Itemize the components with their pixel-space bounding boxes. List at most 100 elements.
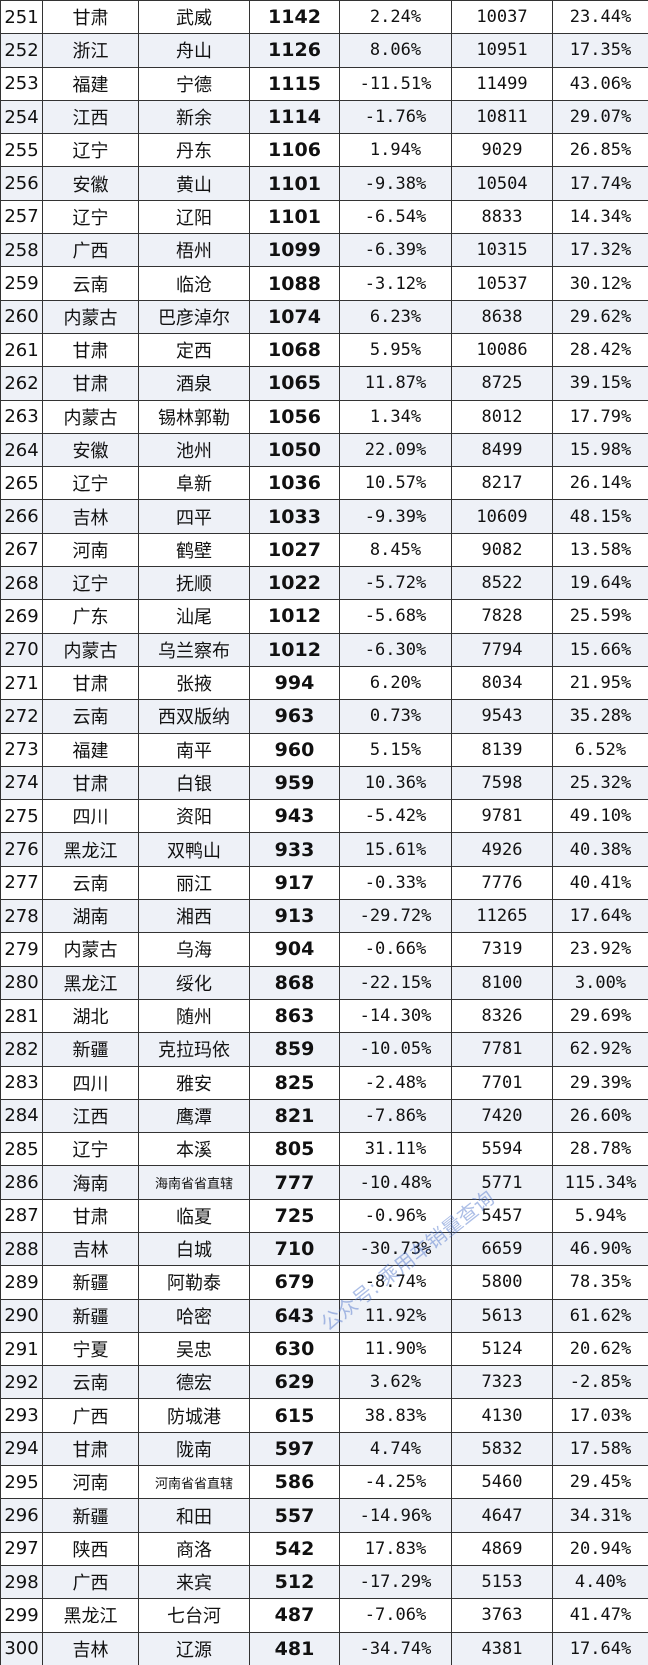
city-cell: 随州 (138, 998, 250, 1034)
city-cell: 武威 (138, 0, 250, 35)
table-row: 277 云南 丽江 917 -0.33% 7776 40.41% (0, 865, 648, 901)
growth-cell: -5.68% (339, 599, 452, 634)
sales-cell: 1027 (249, 532, 340, 568)
sales-cell: 1101 (249, 199, 340, 235)
growth-cell: -0.66% (339, 932, 452, 967)
rank-cell: 254 (0, 99, 43, 135)
province-cell: 甘肃 (42, 366, 139, 401)
base-cell: 8326 (451, 998, 553, 1034)
base-cell: 9781 (451, 799, 553, 834)
growth-cell: -17.29% (339, 1564, 452, 1600)
sales-cell: 597 (249, 1431, 340, 1467)
base-cell: 11499 (451, 66, 553, 101)
province-cell: 河南 (42, 532, 139, 568)
sales-cell: 586 (249, 1465, 340, 1500)
sales-cell: 679 (249, 1265, 340, 1300)
city-cell: 抚顺 (138, 566, 250, 601)
province-cell: 内蒙古 (42, 932, 139, 967)
table-row: 287 甘肃 临夏 725 -0.96% 5457 5.94% (0, 1198, 648, 1233)
share-cell: 62.92% (552, 1032, 648, 1067)
city-cell: 河南省省直辖 (138, 1465, 250, 1500)
rank-cell: 282 (0, 1032, 43, 1067)
growth-cell: -6.54% (339, 199, 452, 235)
city-cell: 舟山 (138, 33, 250, 68)
share-cell: 15.66% (552, 632, 648, 667)
province-cell: 广东 (42, 599, 139, 634)
base-cell: 7319 (451, 932, 553, 967)
share-cell: 29.39% (552, 1065, 648, 1100)
share-cell: 34.31% (552, 1498, 648, 1533)
share-cell: 115.34% (552, 1165, 648, 1200)
city-cell: 白银 (138, 765, 250, 801)
sales-cell: 933 (249, 832, 340, 867)
base-cell: 5153 (451, 1564, 553, 1600)
share-cell: 23.92% (552, 932, 648, 967)
share-cell: 4.40% (552, 1564, 648, 1600)
share-cell: 61.62% (552, 1298, 648, 1333)
base-cell: 4130 (451, 1398, 553, 1433)
province-cell: 甘肃 (42, 332, 139, 368)
base-cell: 10537 (451, 266, 553, 301)
province-cell: 内蒙古 (42, 299, 139, 334)
sales-cell: 821 (249, 1098, 340, 1134)
share-cell: 43.06% (552, 66, 648, 101)
growth-cell: 0.73% (339, 699, 452, 734)
rank-cell: 258 (0, 233, 43, 268)
table-row: 270 内蒙古 乌兰察布 1012 -6.30% 7794 15.66% (0, 632, 648, 667)
city-cell: 临沧 (138, 266, 250, 301)
growth-cell: -6.39% (339, 233, 452, 268)
growth-cell: -7.86% (339, 1098, 452, 1134)
city-cell: 雅安 (138, 1065, 250, 1100)
share-cell: 17.64% (552, 1631, 648, 1665)
city-cell: 张掖 (138, 665, 250, 701)
table-row: 258 广西 梧州 1099 -6.39% 10315 17.32% (0, 233, 648, 268)
province-cell: 广西 (42, 1564, 139, 1600)
growth-cell: -10.05% (339, 1032, 452, 1067)
table-row: 296 新疆 和田 557 -14.96% 4647 34.31% (0, 1498, 648, 1533)
province-cell: 云南 (42, 865, 139, 901)
city-cell: 海南省省直辖 (138, 1165, 250, 1200)
table-row: 290 新疆 哈密 643 11.92% 5613 61.62% (0, 1298, 648, 1333)
rank-cell: 265 (0, 466, 43, 501)
province-cell: 江西 (42, 99, 139, 135)
province-cell: 内蒙古 (42, 399, 139, 434)
city-cell: 临夏 (138, 1198, 250, 1233)
table-row: 283 四川 雅安 825 -2.48% 7701 29.39% (0, 1065, 648, 1100)
base-cell: 4381 (451, 1631, 553, 1665)
share-cell: 17.03% (552, 1398, 648, 1433)
city-cell: 辽源 (138, 1631, 250, 1665)
table-row: 297 陕西 商洛 542 17.83% 4869 20.94% (0, 1531, 648, 1566)
table-row: 282 新疆 克拉玛依 859 -10.05% 7781 62.92% (0, 1032, 648, 1067)
city-cell: 黄山 (138, 166, 250, 201)
growth-cell: -9.38% (339, 166, 452, 201)
growth-cell: -4.25% (339, 1465, 452, 1500)
province-cell: 甘肃 (42, 1431, 139, 1467)
growth-cell: -3.12% (339, 266, 452, 301)
share-cell: 48.15% (552, 499, 648, 534)
rank-cell: 263 (0, 399, 43, 434)
rank-cell: 296 (0, 1498, 43, 1533)
province-cell: 广西 (42, 233, 139, 268)
table-row: 294 甘肃 陇南 597 4.74% 5832 17.58% (0, 1431, 648, 1467)
base-cell: 7420 (451, 1098, 553, 1134)
province-cell: 湖南 (42, 899, 139, 934)
rank-cell: 264 (0, 432, 43, 468)
table-row: 265 辽宁 阜新 1036 10.57% 8217 26.14% (0, 466, 648, 501)
growth-cell: -10.48% (339, 1165, 452, 1200)
sales-cell: 960 (249, 732, 340, 767)
province-cell: 甘肃 (42, 1198, 139, 1233)
table-row: 274 甘肃 白银 959 10.36% 7598 25.32% (0, 765, 648, 801)
base-cell: 5594 (451, 1132, 553, 1167)
province-cell: 河南 (42, 1465, 139, 1500)
share-cell: 20.94% (552, 1531, 648, 1566)
rank-cell: 280 (0, 965, 43, 1000)
province-cell: 甘肃 (42, 665, 139, 701)
rank-cell: 297 (0, 1531, 43, 1566)
city-cell: 鹤壁 (138, 532, 250, 568)
base-cell: 6659 (451, 1231, 553, 1267)
rank-cell: 268 (0, 566, 43, 601)
share-cell: 35.28% (552, 699, 648, 734)
table-row: 280 黑龙江 绥化 868 -22.15% 8100 3.00% (0, 965, 648, 1000)
